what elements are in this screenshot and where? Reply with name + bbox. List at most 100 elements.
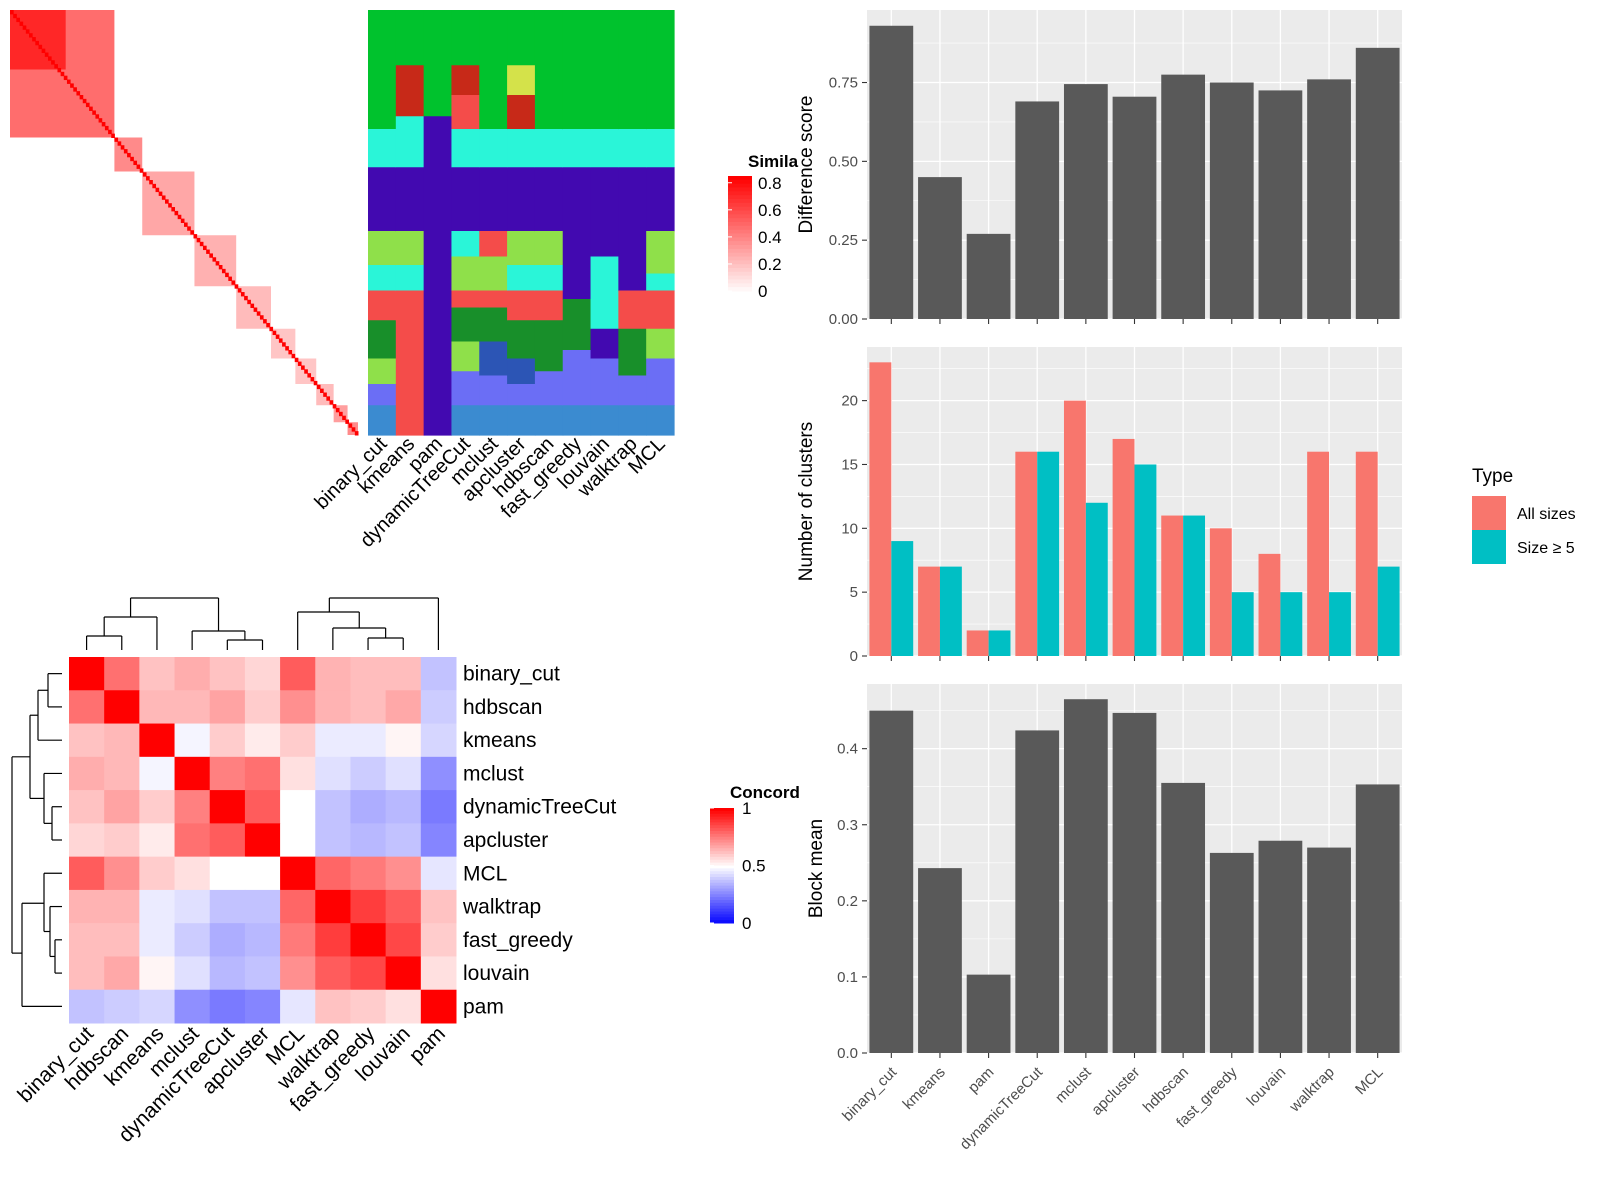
- concordance-cell: [420, 956, 457, 991]
- similarity-legend-gradient: [728, 179, 752, 185]
- cluster-label-cell: [507, 10, 536, 66]
- bar: [1063, 699, 1108, 1053]
- cluster-label-cell: [451, 405, 480, 436]
- concordance-row-label: kmeans: [463, 729, 537, 752]
- concordance-cell: [174, 790, 211, 824]
- concordance-cell: [244, 956, 281, 991]
- cluster-label-heatmap-column-labels: binary_cutkmeanspamdynamicTreeCutmclusta…: [311, 433, 670, 552]
- bar-size5: [1377, 566, 1400, 656]
- concordance-cell: [315, 956, 351, 991]
- concordance-legend-gradient: [710, 865, 734, 869]
- concordance-legend-gradient: [710, 888, 734, 892]
- bar-size5: [891, 541, 914, 656]
- concordance-legend-gradient: [710, 877, 734, 881]
- cluster-label-cell: [507, 320, 536, 360]
- concordance-row-label: dynamicTreeCut: [463, 796, 616, 819]
- x-axis-tick-label: apcluster: [1088, 1064, 1143, 1119]
- similarity-legend-gradient: [728, 241, 752, 246]
- bar: [966, 974, 1011, 1053]
- similarity-diagonal-cell: [285, 346, 289, 351]
- similarity-diagonal-cell: [253, 307, 258, 312]
- cluster-label-cell: [507, 384, 536, 406]
- similarity-diagonal-cell: [101, 122, 106, 127]
- similarity-diagonal-cell: [108, 129, 112, 135]
- similarity-diagonal-cell: [25, 29, 30, 34]
- similarity-diagonal-cell: [22, 25, 27, 30]
- concordance-cell: [174, 823, 211, 858]
- similarity-diagonal-cell: [218, 265, 223, 270]
- concordance-cell: [315, 657, 351, 691]
- cluster-label-heatmap: [368, 10, 675, 436]
- similarity-diagonal-cell: [345, 419, 350, 424]
- similarity-diagonal-cell: [237, 288, 242, 293]
- similarity-legend-gradient: [728, 271, 752, 277]
- y-axis-title: Number of clusters: [796, 422, 817, 581]
- x-axis-tick-label: pam: [965, 1064, 998, 1097]
- concordance-cell: [385, 790, 422, 824]
- similarity-diagonal-cell: [10, 10, 14, 15]
- similarity-diagonal-cell: [196, 237, 201, 243]
- concordance-cell: [209, 690, 246, 725]
- concordance-cell: [315, 690, 351, 725]
- bar: [1161, 782, 1206, 1053]
- cluster-label-cell: [479, 256, 508, 292]
- concordance-cell: [385, 923, 422, 957]
- concordance-cell: [420, 723, 457, 758]
- similarity-diagonal-cell: [313, 380, 318, 386]
- similarity-diagonal-cell: [130, 156, 134, 162]
- y-axis-tick-label: 0.3: [837, 817, 858, 834]
- concordance-legend-gradient: [710, 897, 734, 901]
- bar: [1015, 730, 1060, 1053]
- concordance-cell: [244, 756, 281, 791]
- similarity-diagonal-cell: [117, 141, 122, 146]
- similarity-diagonal-cell: [98, 118, 103, 123]
- concordance-cell: [420, 690, 457, 725]
- similarity-diagonal-cell: [133, 160, 138, 166]
- similarity-legend-gradient: [728, 187, 752, 192]
- cluster-label-cell: [451, 10, 480, 66]
- cluster-label-cell: [646, 273, 675, 292]
- bar-all-sizes: [1355, 451, 1378, 656]
- block-mean-chart: 0.0 0.1 0.2 0.3 0.4 Block mean binary_cut kmean…: [806, 684, 1402, 1153]
- similarity-diagonal-cell: [32, 37, 36, 42]
- concordance-cell: [174, 723, 211, 758]
- concordance-row-label: louvain: [463, 962, 530, 985]
- concordance-row-label: walktrap: [462, 896, 541, 919]
- similarity-legend-gradient: [728, 214, 752, 219]
- similarity-diagonal-cell: [225, 272, 229, 278]
- similarity-diagonal-cell: [307, 373, 312, 378]
- similarity-diagonal-cell: [193, 234, 198, 239]
- concordance-cell: [244, 923, 281, 957]
- concordance-cell: [69, 956, 105, 991]
- x-axis-tick-label: kmeans: [900, 1064, 949, 1113]
- similarity-legend-gradient: [728, 268, 752, 273]
- concordance-cell: [139, 956, 176, 991]
- cluster-label-cell: [534, 320, 564, 372]
- bar: [1112, 96, 1157, 319]
- similarity-diagonal-cell: [63, 75, 68, 81]
- similarity-diagonal-cell: [44, 52, 49, 57]
- cluster-label-cell: [423, 116, 453, 436]
- similarity-diagonal-cell: [51, 60, 55, 65]
- concordance-cell: [315, 856, 351, 891]
- similarity-legend-gradient: [728, 202, 752, 208]
- x-axis-tick-label: louvain: [1244, 1064, 1290, 1110]
- concordance-cell: [104, 889, 140, 924]
- cluster-label-cell: [618, 129, 647, 168]
- concordance-legend-gradient: [710, 825, 734, 829]
- similarity-diagonal-cell: [177, 214, 182, 220]
- similarity-diagonal-cell: [161, 195, 166, 200]
- cluster-label-cell: [479, 10, 508, 130]
- cluster-label-cell: [395, 10, 425, 66]
- y-axis-tick-label: 0: [850, 648, 858, 665]
- y-axis-tick-label: 0.4: [837, 741, 858, 758]
- similarity-legend-tick-label: 0: [758, 282, 767, 301]
- similarity-legend-gradient: [728, 195, 752, 200]
- similarity-diagonal-cell: [41, 48, 46, 53]
- similarity-diagonal-cell: [291, 353, 296, 359]
- similarity-heatmap: [10, 10, 359, 436]
- similarity-legend-gradient: [728, 225, 752, 231]
- concordance-legend-gradient: [710, 871, 734, 875]
- concordance-legend-title: Concord: [730, 783, 800, 802]
- type-legend-title: Type: [1472, 466, 1513, 487]
